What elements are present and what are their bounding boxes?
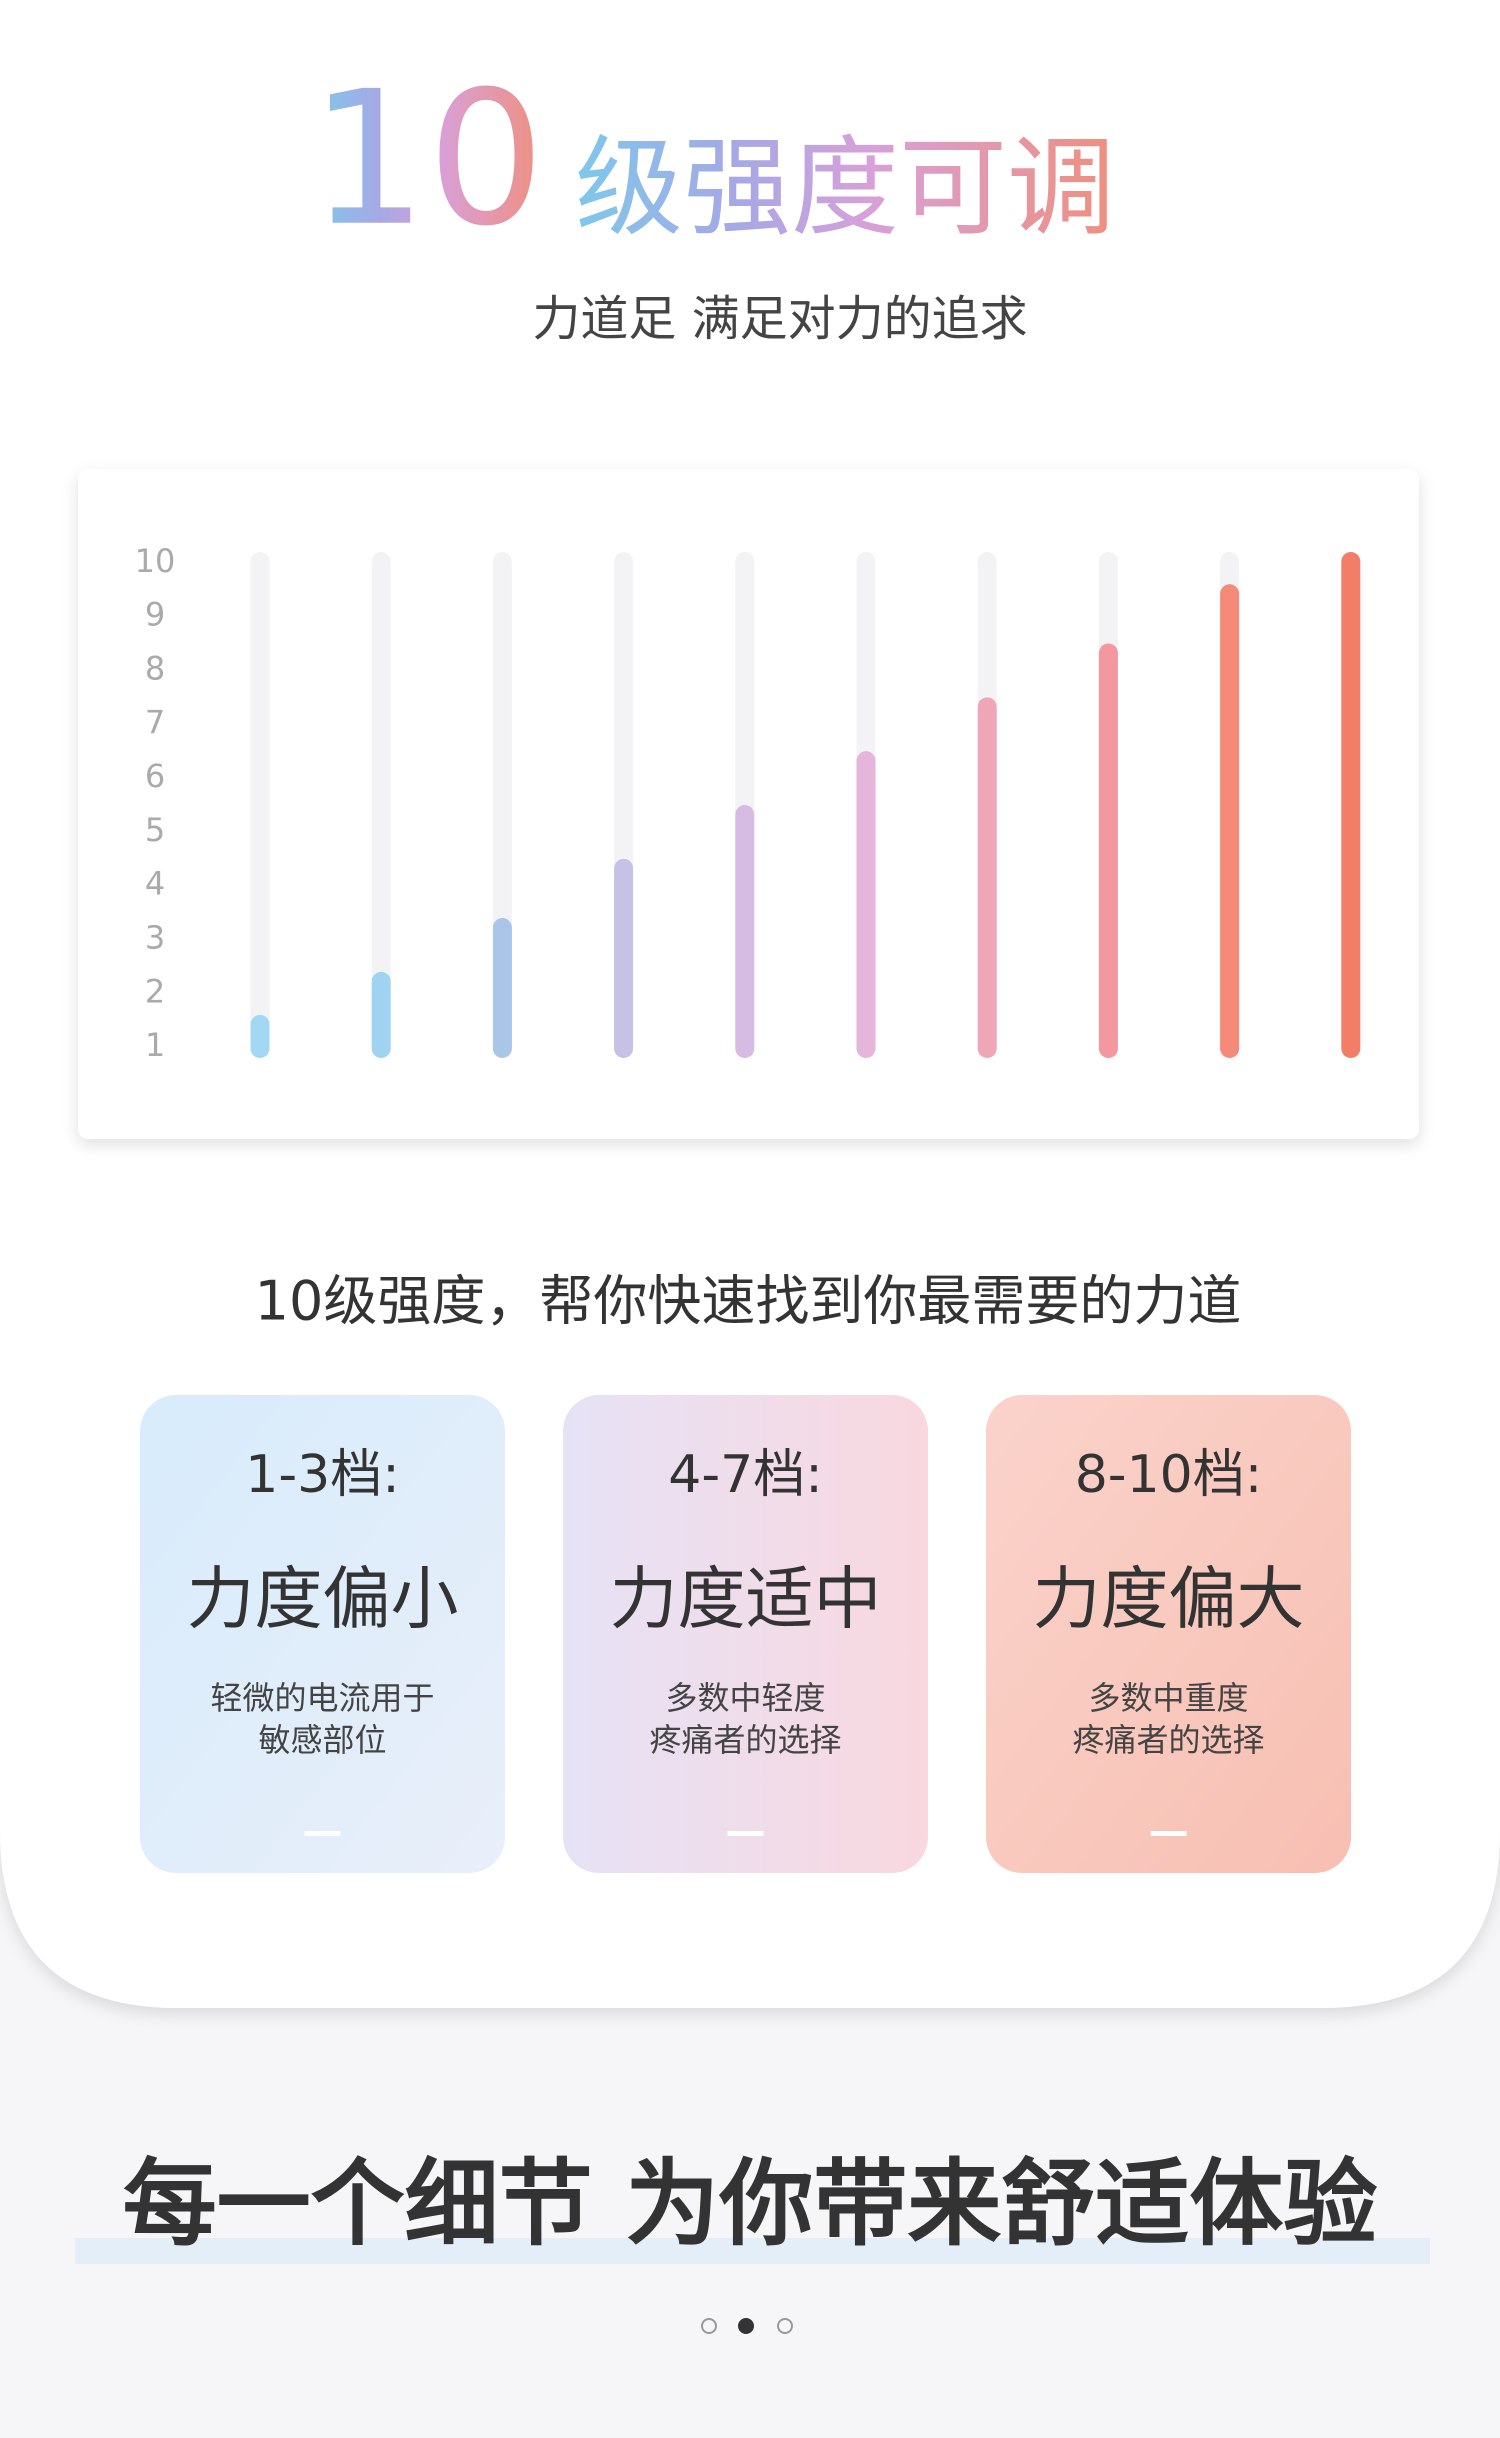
bar — [856, 751, 876, 1058]
card-dash — [304, 1831, 341, 1836]
bar — [614, 858, 634, 1058]
level-card — [140, 1395, 505, 1873]
bar — [1098, 643, 1118, 1058]
bar-track — [371, 552, 391, 1058]
y-tick-label: 3 — [145, 919, 165, 957]
card-range: 1-3档: — [245, 1445, 399, 1505]
bar — [1341, 552, 1361, 1058]
y-tick-label: 6 — [145, 757, 165, 795]
y-tick-label: 7 — [145, 703, 165, 741]
page-dot[interactable] — [701, 2318, 717, 2334]
y-tick-label: 9 — [145, 596, 165, 634]
bar — [371, 971, 391, 1058]
card-title: 力度适中 — [609, 1561, 881, 1640]
card-range: 4-7档: — [668, 1445, 822, 1505]
bar — [977, 697, 997, 1058]
y-tick-label: 5 — [145, 811, 165, 849]
card-dash — [727, 1831, 764, 1836]
level-card — [986, 1395, 1351, 1873]
caption: 10级强度，帮你快速找到你最需要的力道 — [255, 1270, 1242, 1333]
card-line: 多数中轻度 — [665, 1679, 825, 1717]
page-dot-active[interactable] — [738, 2318, 754, 2334]
y-tick-label: 4 — [145, 865, 165, 903]
card-title: 力度偏小 — [186, 1561, 458, 1640]
y-tick-label: 10 — [135, 542, 176, 580]
card-line: 疼痛者的选择 — [1072, 1721, 1264, 1759]
level-card — [563, 1395, 928, 1873]
y-tick-label: 8 — [145, 649, 165, 687]
card-line: 疼痛者的选择 — [649, 1721, 841, 1759]
bar — [250, 1014, 270, 1058]
card-range: 8-10档: — [1075, 1445, 1263, 1505]
chart: 1 2 3 4 5 6 7 8 9 10 — [135, 542, 1361, 1064]
bar — [1220, 584, 1240, 1058]
heading-underline — [75, 2238, 1430, 2264]
card-line: 多数中重度 — [1088, 1679, 1248, 1717]
bar-track — [250, 552, 270, 1058]
card-title: 力度偏大 — [1032, 1561, 1304, 1640]
title-number: 10 — [310, 51, 545, 267]
y-tick-label: 1 — [145, 1026, 165, 1064]
page-dot[interactable] — [777, 2318, 793, 2334]
bar — [735, 805, 755, 1058]
card-line: 轻微的电流用于 — [210, 1679, 434, 1717]
bar — [492, 918, 512, 1058]
title-text: 级强度可调 — [575, 126, 1115, 251]
footer-heading: 每一个细节 为你带来舒适体验 — [123, 2150, 1378, 2259]
card-dash — [1150, 1831, 1187, 1836]
subtitle: 力道足 满足对力的追求 — [532, 291, 1027, 347]
card-line: 敏感部位 — [258, 1721, 386, 1759]
y-tick-label: 2 — [145, 972, 165, 1010]
